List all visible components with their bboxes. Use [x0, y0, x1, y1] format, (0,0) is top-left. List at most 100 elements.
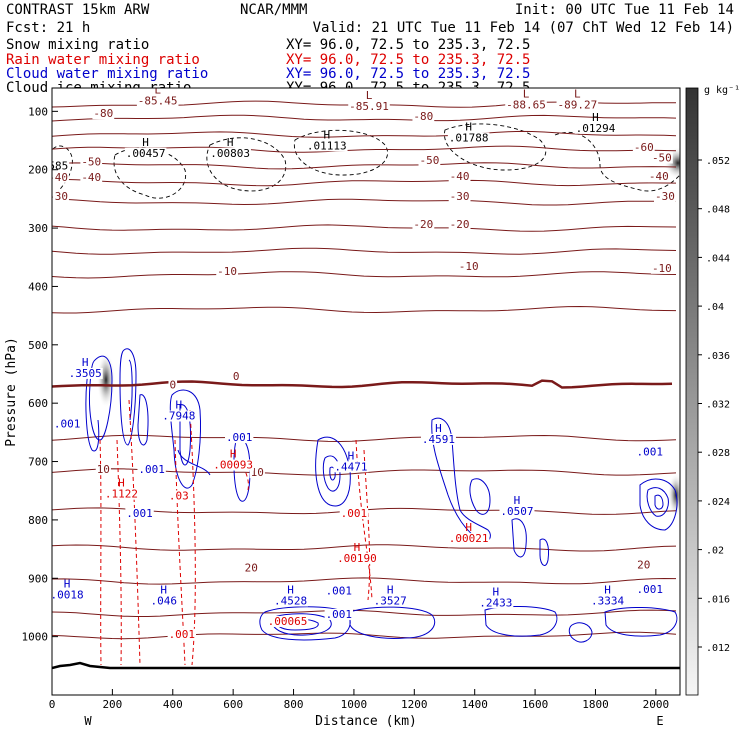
temperature-label: -10 [217, 265, 237, 278]
temperature-label: -20 [450, 218, 470, 231]
temperature-label: -40 [81, 171, 101, 184]
label-backdrop [478, 597, 514, 609]
label-backdrop [647, 171, 670, 183]
extremum-value: .4591 [422, 433, 455, 446]
label-backdrop [448, 171, 471, 183]
label-backdrop [52, 589, 85, 601]
label-backdrop [224, 432, 254, 444]
extremum-marker: H [354, 541, 361, 554]
label-backdrop [418, 154, 441, 166]
extremum-value: .01788 [449, 132, 489, 145]
label-backdrop [499, 506, 535, 518]
extremum-value: .3505 [69, 367, 102, 380]
extremum-marker: H [465, 521, 472, 534]
label-backdrop [161, 410, 197, 422]
colorbar: g kg⁻¹ .052.048.044.04.036.032.028.024.0… [685, 85, 740, 696]
legend-snow-xy: XY= 96.0, 72.5 to 235.3, 72.5 [286, 37, 530, 53]
legend: Snow mixing ratio XY= 96.0, 72.5 to 235.… [6, 37, 530, 96]
label-backdrop [420, 433, 456, 445]
extremum-marker: H [287, 584, 294, 597]
label-backdrop [52, 418, 82, 430]
header-init: Init: 00 UTC Tue 11 Feb 14 [515, 2, 734, 18]
colorbar-tick-label: .048 [706, 205, 730, 216]
label-backdrop [103, 488, 139, 500]
label-backdrop [80, 171, 103, 183]
extremum-marker: H [514, 494, 521, 507]
x-tick-label: 0 [49, 698, 56, 711]
label-backdrop [136, 95, 179, 107]
contour-value-label: .001 [341, 507, 368, 520]
label-backdrop [249, 467, 265, 479]
x-tick-label: 400 [163, 698, 183, 711]
label-backdrop [324, 585, 354, 597]
x-tick-label: 1600 [522, 698, 549, 711]
colorbar-tick-label: .044 [706, 253, 730, 264]
temperature-label: -60 [634, 141, 654, 154]
extremum-marker: H [118, 477, 125, 490]
temperature-label: -20 [413, 218, 433, 231]
legend-cloud-water-label: Cloud water mixing ratio [6, 66, 208, 82]
legend-rain-label: Rain water mixing ratio [6, 52, 200, 68]
temperature-contour-line [52, 198, 677, 206]
temperature-contour-line [52, 114, 677, 122]
y-tick-label: 1000 [22, 631, 49, 644]
extremum-marker: L [523, 87, 530, 100]
extremum-value: .7948 [162, 410, 195, 423]
colorbar-tick-label: .024 [706, 497, 730, 508]
extremum-marker: H [160, 584, 167, 597]
label-backdrop [447, 533, 490, 545]
label-backdrop [137, 464, 166, 476]
plot-frame [51, 87, 681, 696]
label-backdrop [412, 219, 435, 231]
x-tick-label: 800 [284, 698, 304, 711]
temperature-contour-line [52, 577, 677, 585]
label-backdrop [149, 595, 178, 607]
temperature-label: 20 [637, 558, 650, 571]
x-axis: 0 200 400 600 800 1000 1200 1400 1600 1800 2000 [49, 689, 669, 711]
label-backdrop [590, 595, 626, 607]
extremum-marker: H [323, 128, 330, 141]
temperature-label: -10 [459, 260, 479, 273]
contour-value-label: .001 [326, 585, 353, 598]
contour-value-label: .001 [226, 431, 253, 444]
temperature-label: -40 [48, 171, 68, 184]
y-tick-label: 600 [28, 397, 48, 410]
freezing-level-contour [52, 379, 673, 389]
y-tick-label: 300 [28, 222, 48, 235]
label-backdrop [216, 265, 239, 277]
extremum-value: -85.91 [349, 100, 389, 113]
extremum-marker: H [435, 422, 442, 435]
label-backdrop [273, 595, 309, 607]
label-backdrop [305, 140, 348, 152]
extremum-marker: H [387, 584, 394, 597]
colorbar-tick-label: .032 [706, 400, 730, 411]
extremum-marker: L [574, 87, 581, 100]
extremum-value: -85.45 [138, 94, 178, 107]
cloud-water-contours [85, 348, 678, 643]
x-tick-label: 1800 [582, 698, 609, 711]
extremum-marker: H [230, 448, 237, 461]
extremum-marker: H [227, 136, 234, 149]
label-backdrop [372, 595, 408, 607]
label-backdrop [336, 552, 378, 564]
label-backdrop [654, 191, 676, 203]
label-backdrop [124, 147, 167, 159]
label-backdrop [505, 99, 547, 111]
contour-value-label: .001 [54, 418, 81, 431]
extremum-value: .00803 [210, 147, 250, 160]
label-backdrop [266, 615, 309, 627]
legend-snow-label: Snow mixing ratio [6, 37, 149, 53]
colorbar-gradient [685, 87, 699, 696]
extremum-marker: L [154, 83, 161, 96]
label-backdrop [635, 446, 665, 458]
temperature-label: 0 [169, 379, 176, 392]
temperature-label: -40 [450, 170, 470, 183]
y-tick-label: 500 [28, 339, 48, 352]
label-backdrop [125, 507, 154, 519]
temperature-contour-line [52, 609, 677, 617]
temperature-label: -40 [649, 170, 669, 183]
extremum-value: .0018 [51, 589, 84, 602]
surface-terrain-line [52, 661, 680, 670]
label-backdrop [52, 171, 69, 183]
extremum-value: .2433 [479, 596, 512, 609]
